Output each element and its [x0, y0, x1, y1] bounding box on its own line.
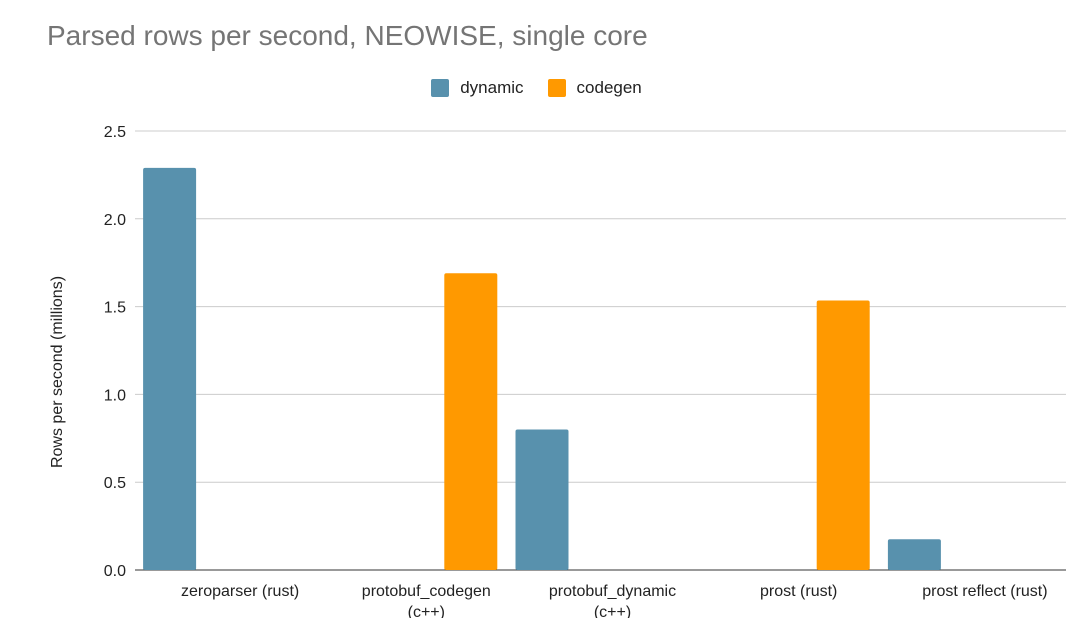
bar-dynamic	[516, 430, 569, 570]
bar-dynamic	[888, 539, 941, 570]
y-tick-label: 0.0	[104, 563, 126, 580]
x-category-label: prost (rust)	[760, 583, 837, 600]
x-category-label: (c++)	[408, 604, 445, 618]
bar-codegen	[444, 273, 497, 570]
y-tick-label: 1.5	[104, 300, 126, 317]
bar-dynamic	[143, 168, 196, 570]
y-tick-label: 2.0	[104, 212, 126, 229]
bar-codegen	[817, 300, 870, 570]
x-category-label: protobuf_codegen	[362, 583, 491, 600]
x-category-label: zeroparser (rust)	[181, 583, 299, 600]
x-category-label: (c++)	[594, 604, 631, 618]
y-tick-label: 1.0	[104, 387, 126, 404]
y-tick-label: 2.5	[104, 124, 126, 141]
x-category-label: protobuf_dynamic	[549, 583, 676, 600]
y-tick-label: 0.5	[104, 475, 126, 492]
x-category-label: prost reflect (rust)	[922, 583, 1047, 600]
